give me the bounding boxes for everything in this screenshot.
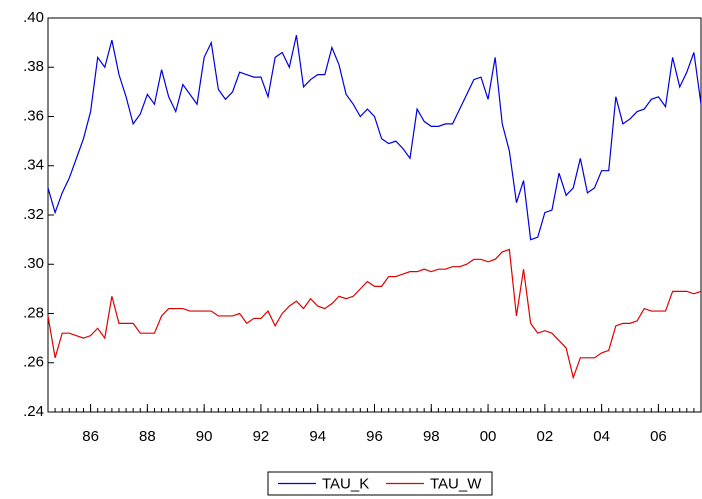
x-tick-label: 96 [366,428,383,445]
x-tick-label: 00 [480,428,497,445]
y-tick-label: .30 [23,255,44,272]
x-tick-label: 02 [537,428,554,445]
x-tick-label: 06 [650,428,667,445]
data-line [47,248,702,380]
y-tick-label: .28 [23,304,44,321]
y-tick-label: .32 [23,206,44,223]
x-tick-label: 86 [82,428,99,445]
y-tick-label: .34 [23,157,44,174]
x-tick-label: 88 [139,428,156,445]
x-tick-label: 98 [423,428,440,445]
y-tick-label: .36 [23,107,44,124]
y-tick-label: .24 [23,403,44,420]
legend-label: TAU_W [430,475,482,492]
legend-box [267,471,493,496]
y-tick-label: .40 [23,9,44,26]
x-tick-label: 04 [593,428,610,445]
legend-label: TAU_K [322,475,369,492]
x-tick-label: 90 [196,428,213,445]
x-tick-label: 94 [309,428,326,445]
y-tick-label: .26 [23,354,44,371]
data-line [47,35,702,241]
y-tick-label: .38 [23,58,44,75]
x-tick-label: 92 [253,428,270,445]
